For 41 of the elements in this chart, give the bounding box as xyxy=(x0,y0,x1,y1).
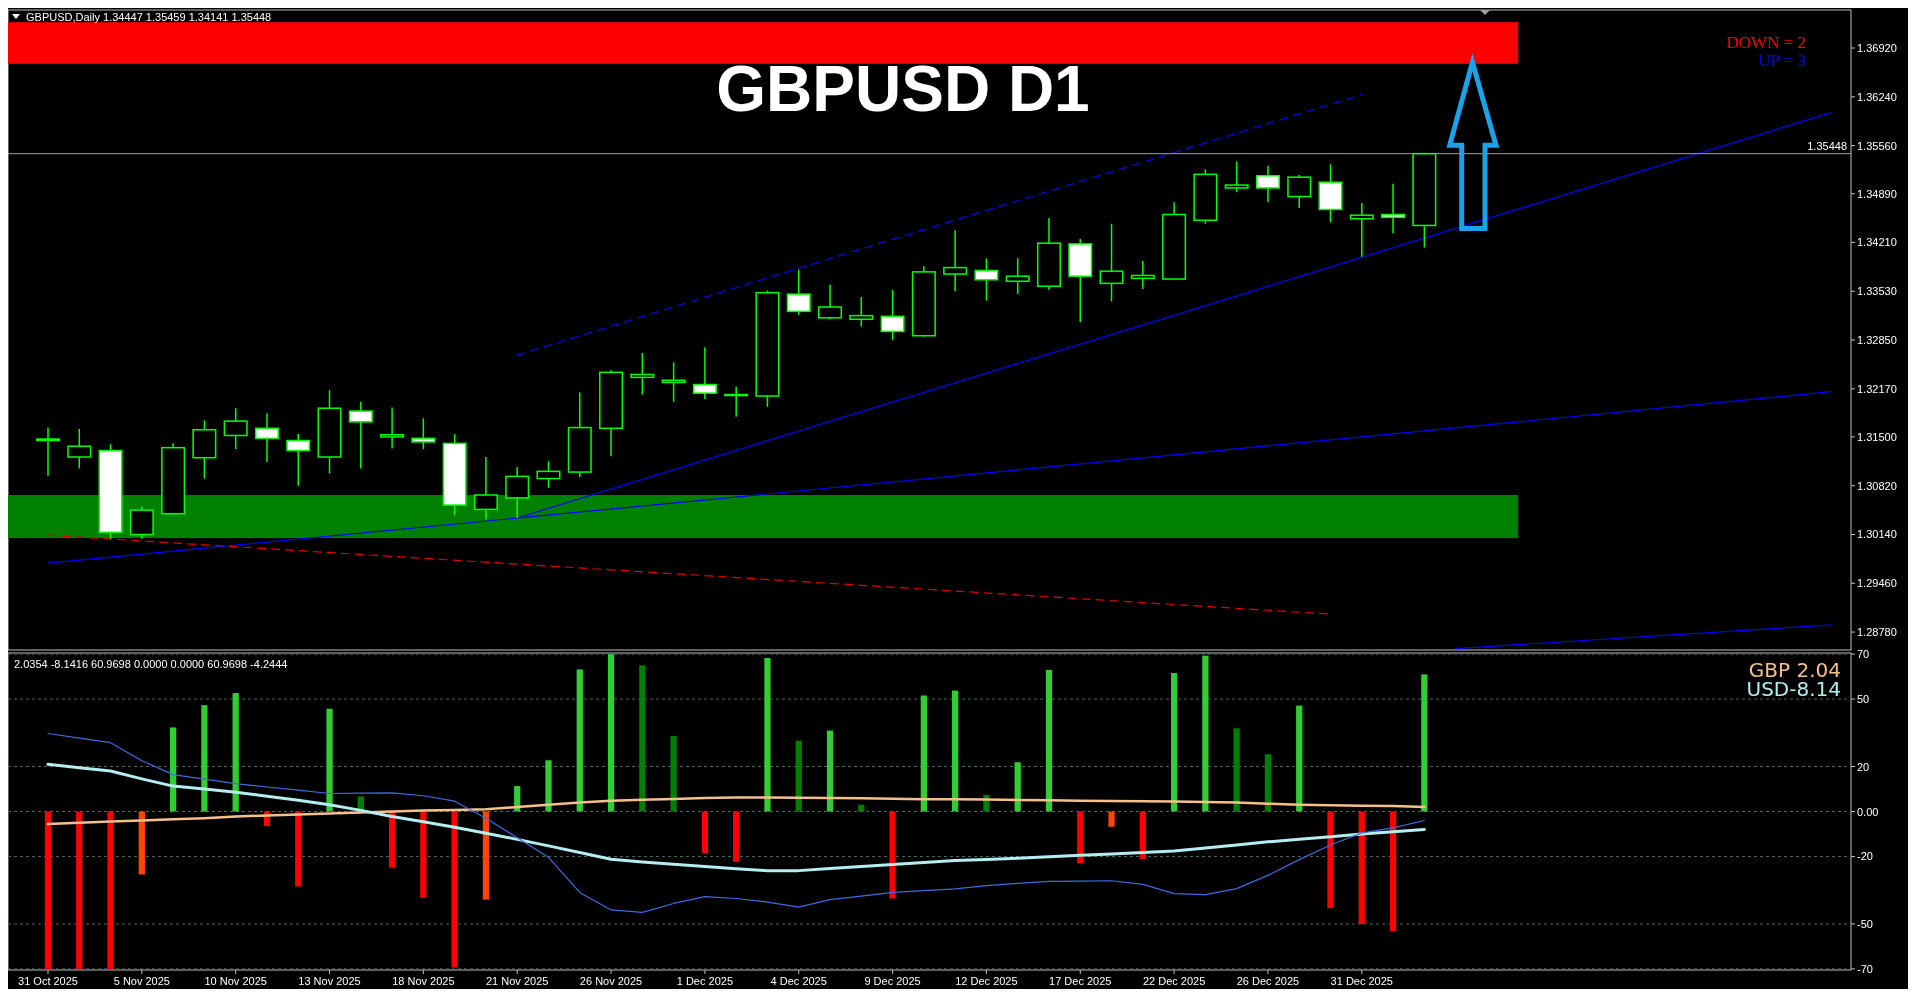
y-tick-label: 70 xyxy=(1857,648,1870,661)
x-tick-label: 26 Dec 2025 xyxy=(1236,975,1300,987)
x-tick-label: 26 Nov 2025 xyxy=(579,975,643,987)
y-tick-label: 1.29460 xyxy=(1857,577,1897,590)
annotation: UP = 3 xyxy=(1758,51,1806,70)
annotation: 2.0354 -8.1416 60.9698 0.0000 0.0000 60.9698 -4.2444 xyxy=(14,658,288,670)
y-tick-label: 1.30820 xyxy=(1857,479,1897,492)
y-tick-label: -70 xyxy=(1857,962,1873,975)
y-tick-label: 1.35560 xyxy=(1857,139,1897,152)
y-tick-label: 20 xyxy=(1857,760,1870,773)
x-tick-label: 21 Nov 2025 xyxy=(486,975,549,987)
x-tick-label: 9 Dec 2025 xyxy=(864,975,921,987)
x-tick-label: 4 Dec 2025 xyxy=(770,975,827,987)
y-tick-label: -50 xyxy=(1857,917,1873,930)
y-tick-label: 1.28780 xyxy=(1857,626,1897,639)
ref-line-label: 1.35448 xyxy=(1807,139,1847,152)
y-tick-label: 1.36240 xyxy=(1857,90,1897,103)
y-tick-label: 50 xyxy=(1857,693,1870,706)
x-tick-label: 10 Nov 2025 xyxy=(204,975,267,987)
x-tick-label: 5 Nov 2025 xyxy=(113,975,170,987)
y-tick-label: 1.31500 xyxy=(1857,430,1897,443)
y-tick-label: 0.00 xyxy=(1857,805,1879,818)
x-tick-label: 18 Nov 2025 xyxy=(392,975,455,987)
x-tick-label: 22 Dec 2025 xyxy=(1142,975,1206,987)
x-tick-label: 13 Nov 2025 xyxy=(298,975,361,987)
y-tick-label: 1.36920 xyxy=(1857,42,1897,55)
y-tick-label: 1.32850 xyxy=(1857,334,1897,347)
y-tick-label: 1.34210 xyxy=(1857,236,1897,249)
y-tick-label: 1.32170 xyxy=(1857,382,1897,395)
annotation: DOWN = 2 xyxy=(1726,33,1806,52)
x-tick-label: 12 Dec 2025 xyxy=(955,975,1018,987)
x-tick-label: 31 Dec 2025 xyxy=(1330,975,1393,987)
x-tick-label: 31 Oct 2025 xyxy=(18,975,78,987)
x-tick-label: 17 Dec 2025 xyxy=(1049,975,1112,987)
x-tick-label: 1 Dec 2025 xyxy=(676,975,734,987)
text: GBPUSD D1 xyxy=(716,53,1090,125)
y-tick-label: 1.34890 xyxy=(1857,187,1897,200)
y-tick-label: 1.33530 xyxy=(1857,285,1897,298)
annotation: GBPUSD,Daily 1.34447 1.35459 1.34141 1.35448 xyxy=(26,11,272,23)
y-tick-label: -20 xyxy=(1857,850,1873,863)
y-tick-label: 1.30140 xyxy=(1857,528,1897,541)
